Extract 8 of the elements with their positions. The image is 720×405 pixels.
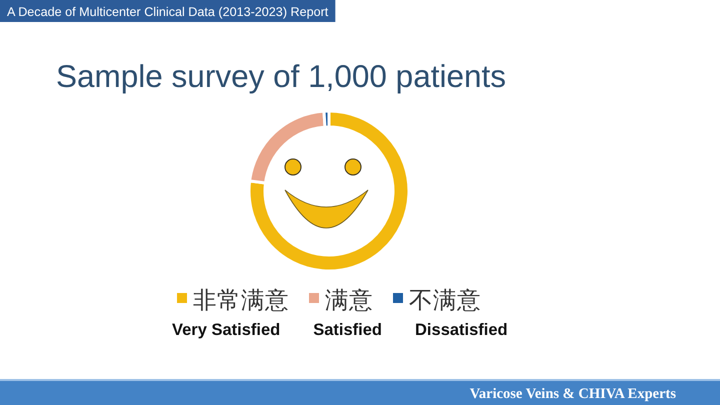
text: Very Satisfied: [172, 321, 280, 339]
header: A Decade of Multicenter Clinical Data (2013-2023) Report: [0, 0, 336, 22]
text: Satisfied: [313, 321, 382, 339]
legend-label: 满意: [325, 287, 373, 313]
chart-title: Sample survey of 1,000 patients: [56, 58, 506, 94]
footer: Varicose Veins & CHIVA Experts: [0, 379, 720, 405]
text: Dissatisfied: [415, 321, 508, 339]
legend-label: 不满意: [409, 287, 481, 313]
